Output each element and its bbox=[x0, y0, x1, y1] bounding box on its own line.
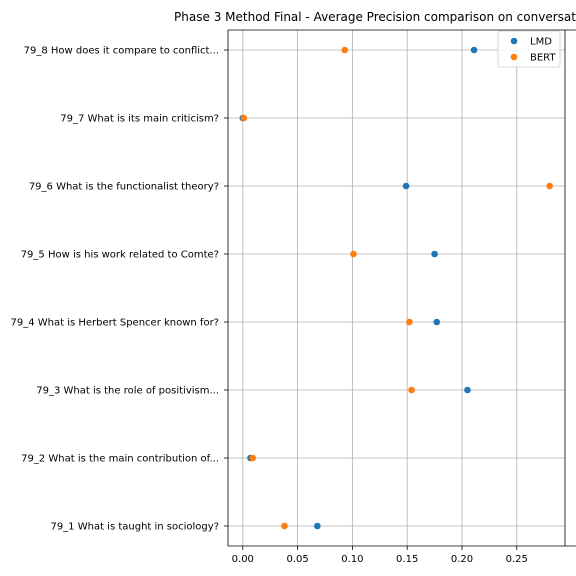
category-label: 79_3 What is the role of positivism... bbox=[36, 386, 219, 397]
category-label: 79_8 How does it compare to conflict... bbox=[24, 46, 219, 57]
legend-marker-bert bbox=[510, 53, 518, 61]
data-point-bert bbox=[240, 114, 248, 122]
data-point-bert bbox=[249, 454, 256, 462]
data-point-lmd bbox=[470, 46, 478, 54]
data-point-bert bbox=[281, 522, 288, 530]
x-tick-label: 0.20 bbox=[451, 554, 473, 565]
category-label: 79_1 What is taught in sociology? bbox=[50, 522, 219, 533]
legend-label-bert: BERT bbox=[530, 53, 556, 64]
data-point-bert bbox=[341, 46, 349, 54]
x-tick-label: 0.10 bbox=[341, 554, 363, 565]
data-point-lmd bbox=[314, 522, 321, 530]
legend: LMD BERT bbox=[497, 30, 561, 68]
x-tick-label: 0.15 bbox=[396, 554, 418, 565]
data-point-lmd bbox=[431, 250, 438, 258]
x-tick-label: 0.00 bbox=[232, 554, 254, 565]
chart-title: Phase 3 Method Final - Average Precision… bbox=[174, 10, 576, 24]
data-point-lmd bbox=[464, 386, 471, 394]
category-label: 79_2 What is the main contribution of... bbox=[21, 454, 219, 465]
category-label: 79_4 What is Herbert Spencer known for? bbox=[10, 318, 219, 329]
data-point-bert bbox=[350, 250, 357, 258]
data-point-bert bbox=[406, 318, 413, 326]
data-point-lmd bbox=[433, 318, 441, 326]
data-point-bert bbox=[408, 386, 415, 394]
data-point-lmd bbox=[402, 182, 410, 190]
legend-marker-lmd bbox=[510, 37, 518, 45]
x-tick-label: 0.25 bbox=[506, 554, 528, 565]
category-label: 79_5 How is his work related to Comte? bbox=[21, 250, 219, 261]
axes bbox=[227, 29, 576, 547]
category-label: 79_6 What is the functionalist theory? bbox=[29, 182, 219, 193]
legend-label-lmd: LMD bbox=[530, 37, 552, 48]
data-point-bert bbox=[546, 182, 553, 190]
data-points bbox=[239, 46, 553, 530]
tick-labels: 0.00 0.05 0.10 0.15 0.20 0.25 79_1 What is tau… bbox=[10, 46, 527, 566]
x-tick-label: 0.05 bbox=[286, 554, 308, 565]
category-label: 79_7 What is its main criticism? bbox=[60, 114, 219, 125]
